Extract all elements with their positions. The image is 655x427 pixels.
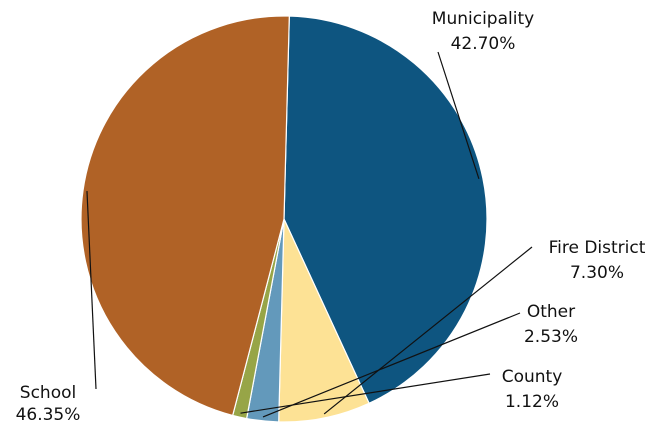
slice-label-fire-district: Fire District xyxy=(549,238,646,258)
leader-line-municipality xyxy=(437,51,480,180)
leader-lines xyxy=(86,51,533,418)
pie-slice-municipality xyxy=(283,15,488,405)
leader-line-other xyxy=(262,312,521,418)
pie-slice-school xyxy=(80,15,290,417)
leader-line-county xyxy=(240,373,491,414)
slice-value-county: 1.12% xyxy=(505,392,559,412)
slice-value-fire-district: 7.30% xyxy=(570,263,624,283)
pie-slices xyxy=(80,15,488,423)
slice-label-municipality: Municipality xyxy=(432,9,534,29)
leader-line-fire-district xyxy=(323,246,533,415)
slice-value-other: 2.53% xyxy=(524,327,578,347)
leader-line-school xyxy=(86,191,97,390)
slice-label-county: County xyxy=(502,367,563,387)
slice-label-other: Other xyxy=(527,302,575,322)
slice-label-school: School xyxy=(20,383,76,403)
slice-value-municipality: 42.70% xyxy=(451,34,516,54)
slice-value-school: 46.35% xyxy=(16,405,81,425)
